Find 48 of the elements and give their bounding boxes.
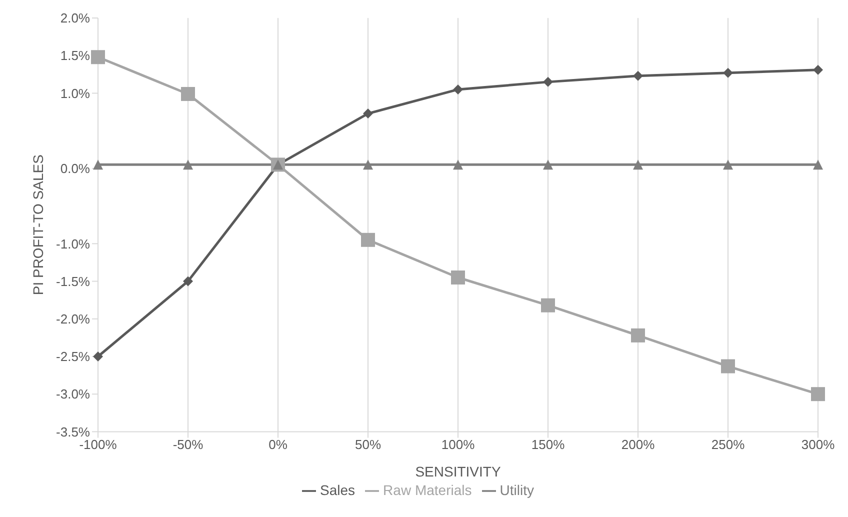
point xyxy=(453,160,463,170)
point xyxy=(813,64,823,75)
point xyxy=(181,86,195,101)
point xyxy=(813,160,823,170)
x-tick-label: 0% xyxy=(268,436,288,452)
point xyxy=(93,351,103,362)
x-tick-label: -50% xyxy=(172,436,204,452)
point xyxy=(543,76,553,87)
y-tick-label: -2.0% xyxy=(56,311,90,326)
y-tick-label: -1.0% xyxy=(56,236,90,252)
point xyxy=(543,160,553,170)
y-tick-label: -1.5% xyxy=(56,274,90,289)
x-tick-label: 250% xyxy=(711,436,746,452)
point xyxy=(91,50,105,64)
point xyxy=(723,160,733,170)
y-axis-title: PI PROFIT-TO SALES xyxy=(30,154,46,296)
y-tick-label: 1.0% xyxy=(60,86,90,101)
y-tick-label: -3.5% xyxy=(56,424,90,440)
x-tick-label: 50% xyxy=(354,436,382,452)
point xyxy=(453,84,463,94)
y-tick-label: -2.5% xyxy=(56,349,90,364)
y-tick-label: 0.0% xyxy=(60,161,90,176)
x-tick-label: 300% xyxy=(801,436,836,452)
point xyxy=(183,160,193,170)
legend-label: Sales xyxy=(320,482,356,498)
point xyxy=(541,298,555,312)
point xyxy=(93,160,103,170)
point xyxy=(183,276,193,286)
x-tick-label: 100% xyxy=(441,436,476,452)
point xyxy=(633,70,643,81)
point xyxy=(631,328,645,342)
legend-label: Utility xyxy=(500,482,534,498)
y-tick-label: 1.5% xyxy=(60,48,90,64)
y-tick-label: -3.0% xyxy=(56,386,90,402)
x-tick-label: 200% xyxy=(621,436,656,452)
x-tick-label: -100% xyxy=(79,436,118,452)
point xyxy=(811,387,825,402)
x-tick-label: 150% xyxy=(531,436,566,452)
point xyxy=(723,68,733,78)
x-axis-title: SENSITIVITY xyxy=(415,464,502,480)
y-tick-label: 2.0% xyxy=(60,10,90,26)
point xyxy=(633,160,643,170)
point xyxy=(361,232,375,247)
point xyxy=(451,270,465,285)
legend-label: Raw Materials xyxy=(383,482,472,498)
point xyxy=(363,108,373,119)
point xyxy=(363,160,373,170)
point xyxy=(721,359,735,374)
